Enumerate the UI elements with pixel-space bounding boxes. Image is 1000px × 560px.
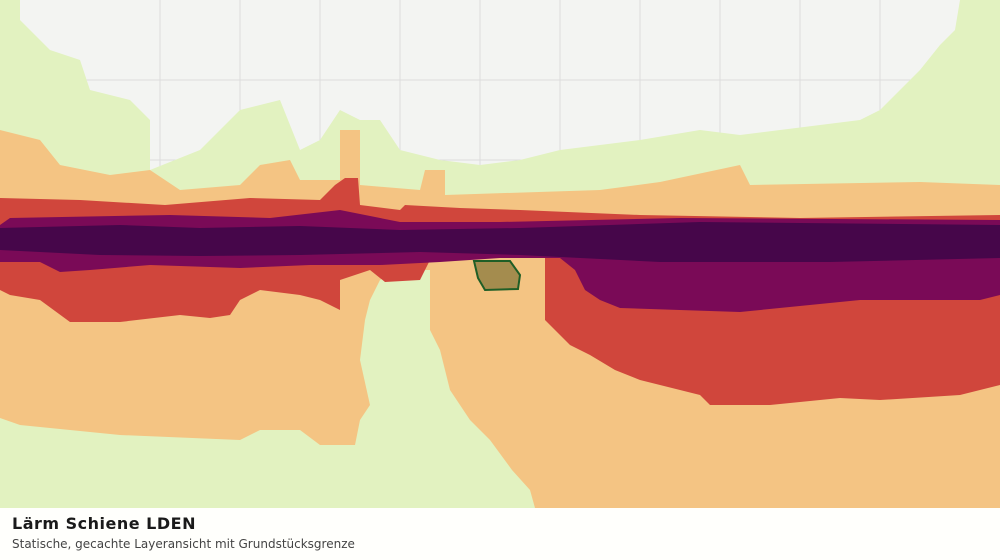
noise-map (0, 0, 1000, 508)
parcel-boundary (472, 260, 522, 292)
basemap-area (20, 0, 960, 170)
caption-title: Lärm Schiene LDEN (12, 514, 196, 533)
caption: Lärm Schiene LDEN Statische, gecachte La… (0, 508, 1000, 560)
zone-extreme (0, 222, 1000, 262)
caption-subtitle: Statische, gecachte Layeransicht mit Gru… (12, 537, 355, 551)
